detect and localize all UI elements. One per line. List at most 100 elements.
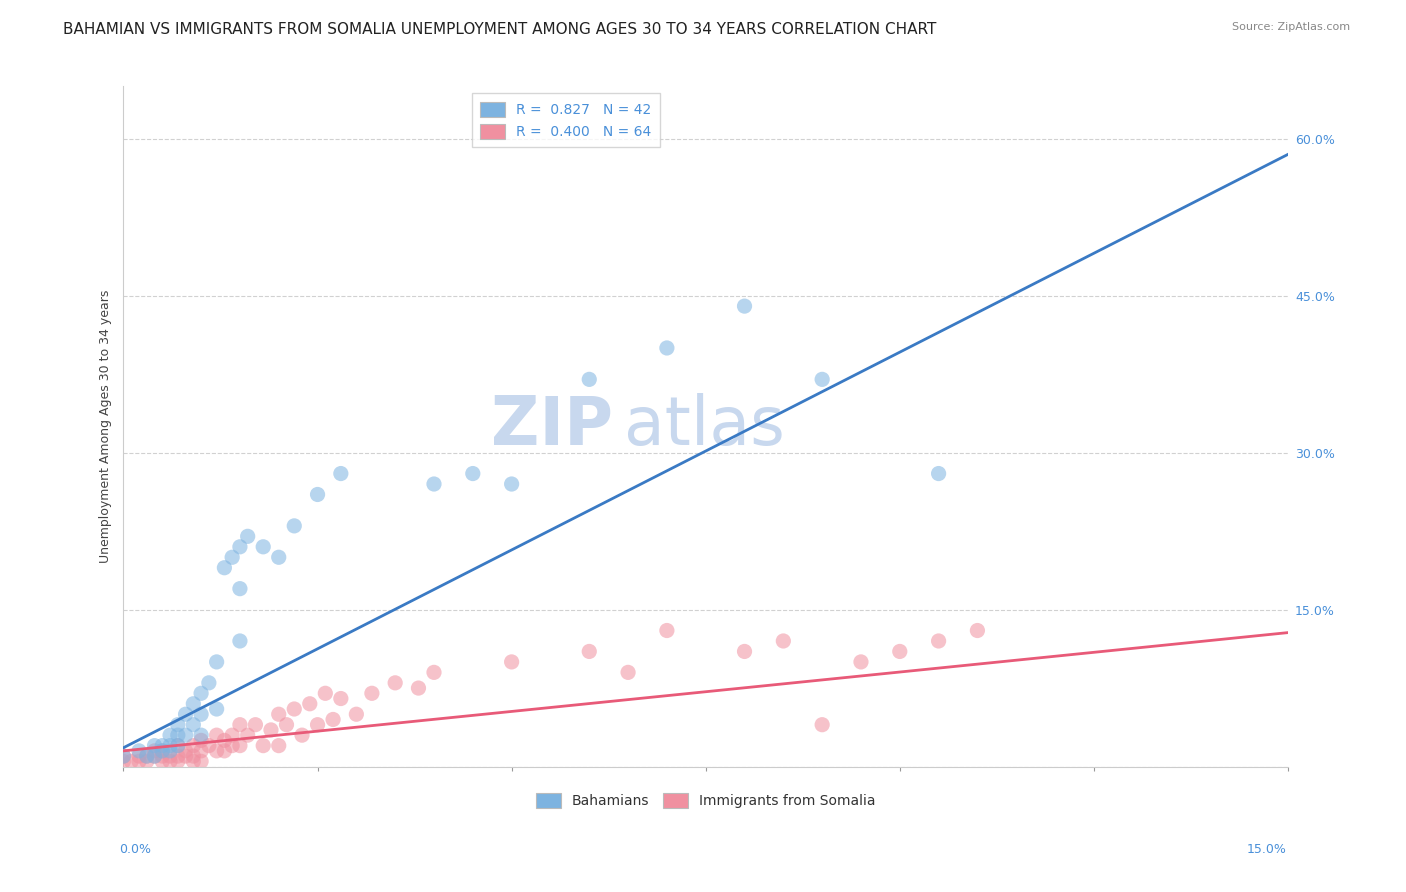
Point [135,749,157,764]
Point [252,540,274,554]
Point [205,744,228,758]
Point [159,739,181,753]
Point [135,755,157,769]
Point [267,550,290,565]
Point [267,707,290,722]
Point [889,644,911,658]
Point [423,477,446,491]
Point [198,676,221,690]
Point [849,655,872,669]
Point [322,713,344,727]
Point [190,707,212,722]
Point [150,755,173,769]
Point [128,744,150,758]
Point [174,707,197,722]
Point [183,697,205,711]
Point [655,624,678,638]
Point [501,655,523,669]
Point [174,744,197,758]
Point [190,686,212,700]
Point [190,744,212,758]
Point [159,749,181,764]
Point [183,739,205,753]
Point [461,467,484,481]
Point [135,749,157,764]
Point [329,691,352,706]
Point [307,487,329,501]
Text: atlas: atlas [624,393,785,459]
Point [283,519,305,533]
Point [734,299,756,313]
Point [221,550,243,565]
Text: ZIP: ZIP [491,393,613,459]
Text: 0.0%: 0.0% [120,843,152,856]
Point [128,749,150,764]
Point [183,717,205,731]
Point [166,739,188,753]
Point [578,372,600,386]
Point [143,749,166,764]
Point [928,467,950,481]
Point [260,723,283,737]
Point [143,749,166,764]
Point [655,341,678,355]
Point [423,665,446,680]
Point [384,676,406,690]
Point [174,749,197,764]
Point [214,744,236,758]
Text: 15.0%: 15.0% [1247,843,1286,856]
Point [159,755,181,769]
Point [205,728,228,742]
Point [811,717,834,731]
Point [252,739,274,753]
Point [150,749,173,764]
Point [120,755,142,769]
Point [307,717,329,731]
Point [143,739,166,753]
Point [112,749,135,764]
Point [150,739,173,753]
Point [183,749,205,764]
Point [112,749,135,764]
Point [344,707,367,722]
Point [236,529,259,543]
Point [329,467,352,481]
Point [276,717,298,731]
Point [617,665,640,680]
Point [283,702,305,716]
Text: Source: ZipAtlas.com: Source: ZipAtlas.com [1232,22,1350,32]
Point [298,697,321,711]
Point [166,749,188,764]
Point [928,634,950,648]
Point [159,728,181,742]
Point [198,739,221,753]
Point [143,744,166,758]
Point [229,739,252,753]
Point [150,744,173,758]
Point [966,624,988,638]
Point [501,477,523,491]
Point [236,728,259,742]
Point [291,728,314,742]
Point [166,739,188,753]
Point [166,755,188,769]
Point [128,755,150,769]
Point [112,755,135,769]
Point [166,717,188,731]
Point [229,540,252,554]
Point [221,728,243,742]
Point [150,744,173,758]
Point [361,686,384,700]
Y-axis label: Unemployment Among Ages 30 to 34 years: Unemployment Among Ages 30 to 34 years [100,290,112,563]
Legend: Bahamians, Immigrants from Somalia: Bahamians, Immigrants from Somalia [530,788,882,814]
Point [190,728,212,742]
Text: BAHAMIAN VS IMMIGRANTS FROM SOMALIA UNEMPLOYMENT AMONG AGES 30 TO 34 YEARS CORRE: BAHAMIAN VS IMMIGRANTS FROM SOMALIA UNEM… [63,22,936,37]
Point [190,755,212,769]
Point [159,744,181,758]
Point [205,702,228,716]
Point [229,582,252,596]
Point [245,717,267,731]
Point [314,686,336,700]
Point [578,644,600,658]
Point [229,717,252,731]
